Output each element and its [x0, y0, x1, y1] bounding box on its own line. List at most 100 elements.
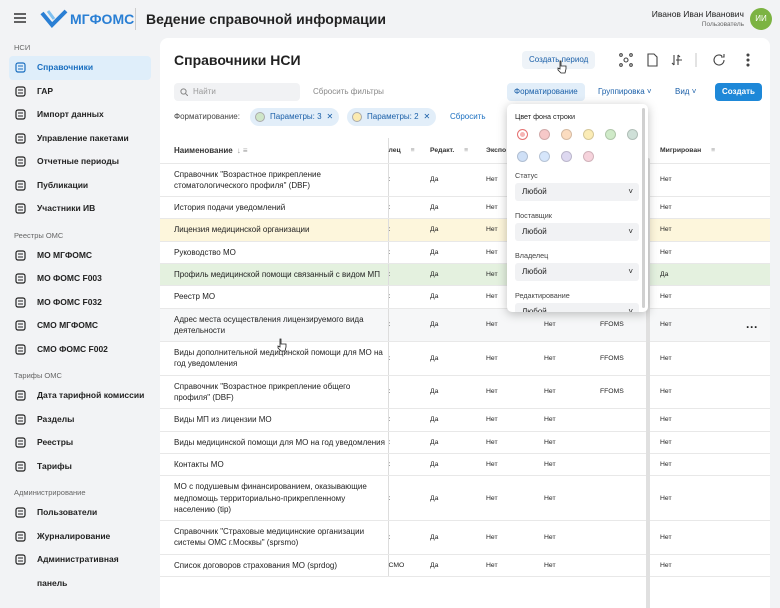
cell-name: История подачи уведомлений	[160, 196, 389, 220]
nav-item[interactable]: Тарифы	[9, 455, 151, 479]
color-swatch[interactable]	[539, 151, 550, 162]
table-row[interactable]: Справочник "Возрастное прикрепление стом…	[160, 163, 770, 198]
nav-item[interactable]: Административная панель	[9, 548, 151, 588]
nav-item[interactable]: ГАР	[9, 80, 151, 104]
nav-item[interactable]: Журналирование	[9, 525, 151, 549]
view-button[interactable]: Вид ˅	[675, 87, 697, 96]
cell-migr: Нет ···	[660, 308, 770, 343]
reset-format[interactable]: Сбросить	[450, 112, 486, 121]
cell-edit: Да	[430, 520, 486, 555]
chevron: ˅	[628, 187, 633, 196]
nav-item[interactable]: Дата тарифной комиссии	[9, 384, 151, 408]
cell-export: Нет	[486, 375, 544, 410]
table-row[interactable]: Виды медицинской помощи для МО на год ув…	[160, 431, 770, 454]
table-row[interactable]: Виды МП из лицензии МО: Да Нет Нет Нет	[160, 408, 770, 432]
nav-icon	[15, 109, 26, 120]
table-row[interactable]: МО с подушевым финансированием, оказываю…	[160, 475, 770, 522]
nav-icon	[15, 156, 26, 167]
nav-item[interactable]: МО ФОМС F003	[9, 267, 151, 291]
nav-item[interactable]: Отчетные периоды	[9, 150, 151, 174]
select[interactable]: Любой ˅	[515, 183, 639, 201]
grouping-button[interactable]: Группировка ˅	[598, 87, 652, 96]
chip-swatch	[255, 112, 265, 122]
table-row[interactable]: Справочник "Возрастное прикрепление обще…	[160, 375, 770, 410]
cell-export: Нет	[486, 341, 544, 376]
top-bar: МГФОМС Ведение справочной информации Ива…	[0, 0, 780, 38]
color-title: Цвет фона строки	[515, 112, 576, 121]
avatar[interactable]: ИИ	[750, 8, 772, 30]
cursor	[277, 338, 287, 352]
search-box[interactable]: Найти	[174, 83, 300, 101]
cell-name: Справочник "Возрастное прикрепление обще…	[160, 375, 389, 410]
color-swatch[interactable]	[561, 129, 572, 140]
table-row[interactable]: Лицензия медицинской организации: Да Нет Не…	[160, 218, 770, 242]
filter-icon[interactable]: ≡	[410, 146, 415, 154]
chip-label: Параметры: 2	[367, 112, 419, 121]
filter-icon[interactable]: ≡	[464, 146, 469, 154]
nav-icon	[15, 530, 26, 542]
color-swatch[interactable]	[627, 129, 638, 140]
chip-close[interactable]: ✕	[423, 112, 431, 121]
nav-icon	[15, 62, 26, 73]
nav-icon	[15, 437, 26, 448]
nav-item[interactable]: СМО МГФОМС	[9, 314, 151, 338]
nav-item[interactable]: Разделы	[9, 408, 151, 432]
cell-name: Список договоров страхования МО (sprdog)	[160, 554, 389, 578]
nav-item[interactable]: Участники ИВ	[9, 197, 151, 221]
format-chip[interactable]: Параметры: 3 ✕	[250, 108, 340, 126]
color-swatch[interactable]	[539, 129, 550, 140]
color-swatch[interactable]	[583, 151, 594, 162]
table-row[interactable]: Справочник "Страховые медицинские органи…	[160, 520, 770, 555]
menu-icon[interactable]	[14, 13, 26, 23]
color-swatch[interactable]	[517, 129, 528, 140]
nav-item[interactable]: МО МГФОМС	[9, 244, 151, 268]
select[interactable]: Любой ˅	[515, 263, 639, 281]
cell-migr: Нет	[660, 241, 770, 264]
format-chip[interactable]: Параметры: 2 ✕	[347, 108, 437, 126]
table-row[interactable]: Контакты МО: Да Нет Нет Нет	[160, 453, 770, 477]
table-row[interactable]: Адрес места осуществления лицензируемого…	[160, 308, 770, 343]
nav-item[interactable]: МО ФОМС F032	[9, 291, 151, 315]
nav-item[interactable]: Импорт данных	[9, 103, 151, 127]
color-swatch[interactable]	[605, 129, 616, 140]
create-button[interactable]: Создать	[715, 83, 762, 101]
color-swatch[interactable]	[517, 151, 528, 162]
cell-migr: Нет	[660, 554, 770, 578]
nav-item[interactable]: Справочники	[9, 56, 151, 80]
table-row[interactable]: История подачи уведомлений: Да Нет Нет	[160, 196, 770, 220]
cell-name: Профиль медицинской помощи связанный с в…	[160, 263, 389, 287]
logo-icon	[40, 9, 68, 28]
create-period-button[interactable]: Создать период	[522, 51, 596, 69]
color-swatch[interactable]	[561, 151, 572, 162]
nav-icon	[15, 320, 26, 331]
table-row[interactable]: Список договоров страхования МО (sprdog)…	[160, 554, 770, 578]
cell-c4: Нет	[544, 308, 600, 343]
color-swatch[interactable]	[583, 129, 594, 140]
select[interactable]: Любой ˅	[515, 303, 639, 312]
nav-icon	[15, 554, 26, 565]
nav-item[interactable]: Управление пакетами	[9, 127, 151, 151]
filter-icon[interactable]: ≡	[711, 146, 716, 154]
table-row[interactable]: Виды дополнительной медицинской помощи д…	[160, 341, 770, 376]
column-header: Наименование ↓ ≡	[160, 138, 389, 164]
reset-filters[interactable]: Сбросить фильтры	[313, 87, 384, 96]
nav-item[interactable]: СМО ФОМС F002	[9, 338, 151, 362]
nav-label: Публикации	[37, 179, 89, 190]
nav-label: Справочники	[37, 62, 94, 72]
chip-close[interactable]: ✕	[326, 112, 334, 121]
nav-icon	[15, 132, 26, 144]
nav-label: Реестры	[37, 437, 74, 447]
nav-item[interactable]: Пользователи	[9, 501, 151, 525]
cell-export: Нет	[486, 520, 544, 555]
formatting-button[interactable]: Форматирование	[507, 83, 585, 101]
cell-owner: :	[388, 241, 430, 264]
table-row[interactable]: Профиль медицинской помощи связанный с в…	[160, 263, 770, 287]
nav-item[interactable]: Публикации	[9, 174, 151, 198]
table-row[interactable]: Реестр МО: Да Нет Нет	[160, 285, 770, 309]
nav-label: Пользователи	[37, 507, 98, 517]
filter-icon[interactable]: ↓ ≡	[236, 145, 248, 155]
nav-item[interactable]: Реестры	[9, 431, 151, 455]
table-row[interactable]: Руководство МО: Да Нет Нет	[160, 241, 770, 264]
select[interactable]: Любой ˅	[515, 223, 639, 241]
scrollbar	[646, 158, 650, 608]
